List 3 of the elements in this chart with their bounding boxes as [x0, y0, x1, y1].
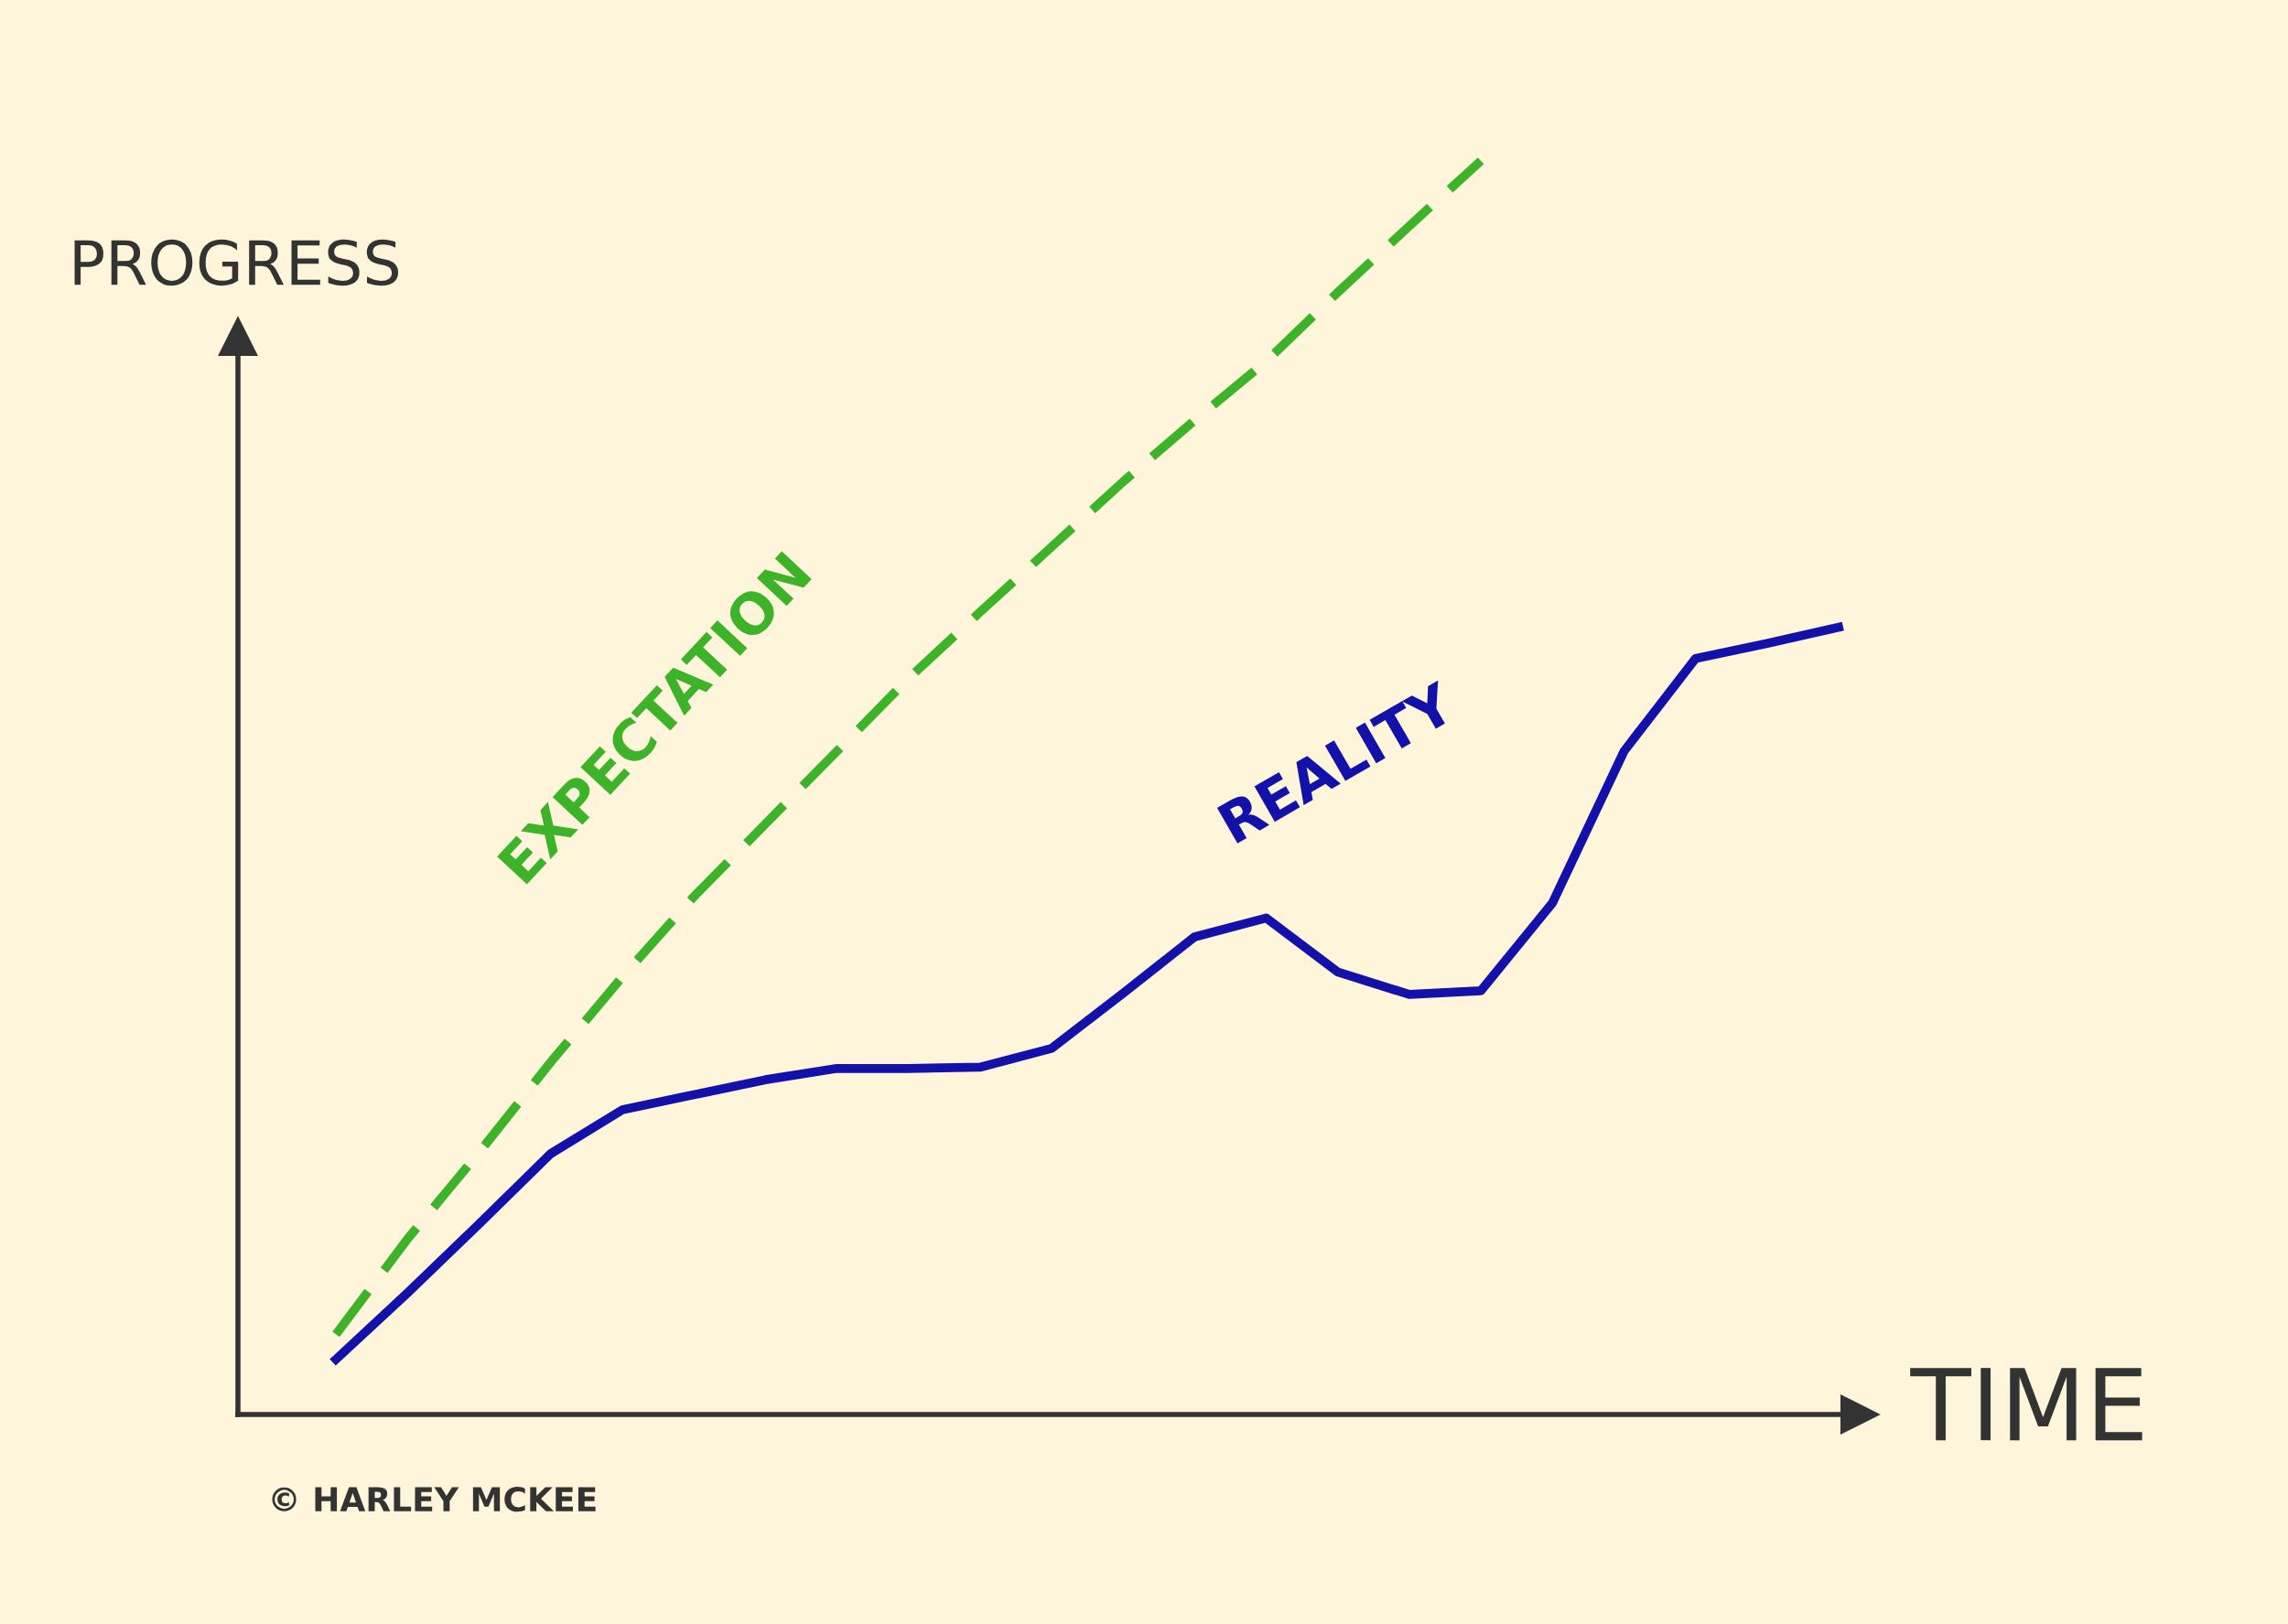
x-axis-title: TIME — [1910, 1368, 2142, 1441]
y-axis-title: PROGRESS — [74, 239, 399, 286]
text: © HARLEY MCKEE — [272, 1487, 596, 1512]
